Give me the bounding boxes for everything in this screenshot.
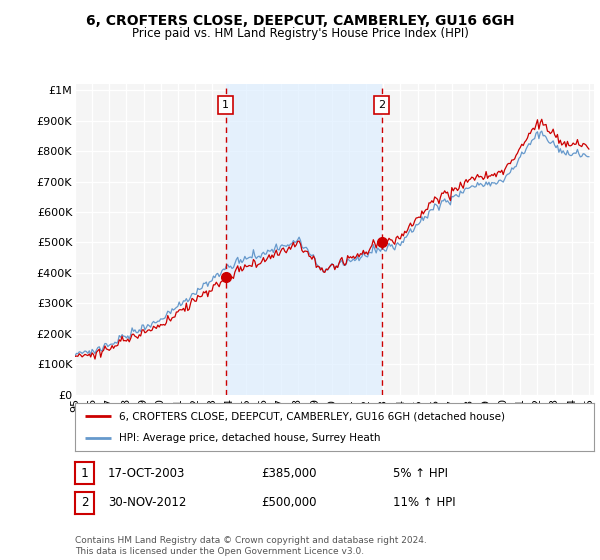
Text: 2: 2 — [81, 496, 88, 510]
Text: 11% ↑ HPI: 11% ↑ HPI — [393, 496, 455, 510]
Text: 30-NOV-2012: 30-NOV-2012 — [108, 496, 187, 510]
Text: £385,000: £385,000 — [261, 466, 317, 480]
Text: 5% ↑ HPI: 5% ↑ HPI — [393, 466, 448, 480]
Text: Contains HM Land Registry data © Crown copyright and database right 2024.
This d: Contains HM Land Registry data © Crown c… — [75, 536, 427, 556]
Text: 2: 2 — [379, 100, 386, 110]
Text: HPI: Average price, detached house, Surrey Heath: HPI: Average price, detached house, Surr… — [119, 433, 380, 443]
Text: 17-OCT-2003: 17-OCT-2003 — [108, 466, 185, 480]
Bar — [226, 84, 382, 395]
Text: Price paid vs. HM Land Registry's House Price Index (HPI): Price paid vs. HM Land Registry's House … — [131, 27, 469, 40]
Text: 6, CROFTERS CLOSE, DEEPCUT, CAMBERLEY, GU16 6GH (detached house): 6, CROFTERS CLOSE, DEEPCUT, CAMBERLEY, G… — [119, 411, 505, 421]
Text: £500,000: £500,000 — [261, 496, 317, 510]
Text: 1: 1 — [222, 100, 229, 110]
Text: 6, CROFTERS CLOSE, DEEPCUT, CAMBERLEY, GU16 6GH: 6, CROFTERS CLOSE, DEEPCUT, CAMBERLEY, G… — [86, 14, 514, 28]
Text: 1: 1 — [81, 466, 88, 480]
